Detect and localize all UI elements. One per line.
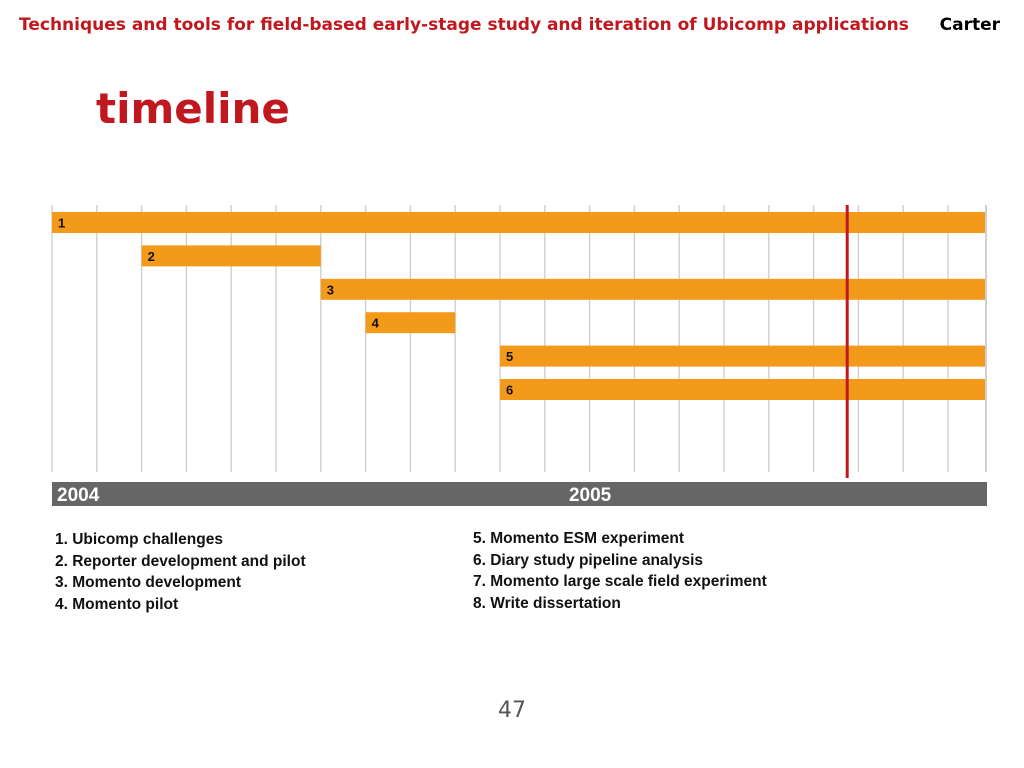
gantt-bar-6 <box>500 379 985 400</box>
gantt-bar-label-3: 3 <box>327 282 334 297</box>
legend-item-2: 2. Reporter development and pilot <box>55 552 306 570</box>
year-label-2005: 2005 <box>569 485 612 506</box>
legend-item-7: 7. Momento large scale field experiment <box>473 573 767 590</box>
legend-left-column: 1. Ubicomp challenges 2. Reporter develo… <box>55 529 306 615</box>
author-name: Carter <box>939 15 1000 35</box>
gantt-bar-3 <box>320 278 985 300</box>
legend-item-6: 6. Diary study pipeline analysis <box>473 551 704 569</box>
legend-item-3: 3. Momento development <box>55 574 242 591</box>
presentation-title: Techniques and tools for field-based ear… <box>19 15 909 35</box>
slide-title: timeline <box>96 84 290 133</box>
year-label-2004: 2004 <box>57 485 100 506</box>
legend-item-1: 1. Ubicomp challenges <box>55 531 223 548</box>
gantt-bar-5 <box>500 345 985 367</box>
gantt-bar-2 <box>141 245 321 267</box>
gantt-bar-label-4: 4 <box>372 316 380 331</box>
legend-right-column: 5. Momento ESM experiment 6. Diary study… <box>473 528 767 614</box>
gantt-bar-label-6: 6 <box>506 383 513 398</box>
legend-item-5: 5. Momento ESM experiment <box>473 530 685 547</box>
gantt-bar-label-2: 2 <box>148 249 155 264</box>
gantt-bar-4 <box>365 312 456 334</box>
gantt-bar-1 <box>52 212 985 233</box>
page-number: 47 <box>498 698 526 723</box>
legend-item-4: 4. Momento pilot <box>55 595 179 613</box>
legend-item-8: 8. Write dissertation <box>473 594 621 612</box>
gantt-bar-label-5: 5 <box>506 349 513 364</box>
gantt-bar-label-1: 1 <box>58 216 65 231</box>
year-axis-band <box>52 482 987 506</box>
